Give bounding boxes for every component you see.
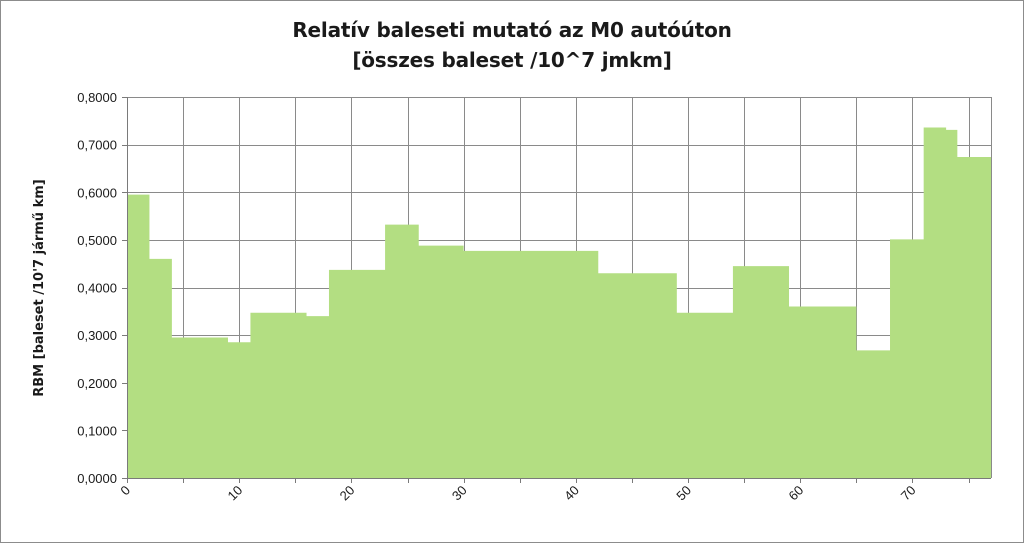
y-tick-label: 0,6000 xyxy=(77,185,117,200)
y-axis-label: RBM [baleset /10'7 jármű km] xyxy=(32,179,47,396)
x-tick-label: 0 xyxy=(117,483,133,499)
y-tick-label: 0,8000 xyxy=(77,90,117,105)
x-tick-label: 50 xyxy=(673,483,694,504)
x-tick-label: 70 xyxy=(898,483,919,504)
axes xyxy=(122,97,991,483)
y-tick-label: 0,2000 xyxy=(77,376,117,391)
x-tick-label: 60 xyxy=(786,483,807,504)
chart-title: Relatív baleseti mutató az M0 autóúton xyxy=(292,18,732,42)
y-tick-labels: 0,0000 0,1000 0,2000 0,3000 0,4000 0,5000 0,60… xyxy=(77,90,117,486)
y-tick-label: 0,0000 xyxy=(77,471,117,486)
y-tick-label: 0,1000 xyxy=(77,423,117,438)
x-tick-labels: 0 10 20 30 40 50 60 70 xyxy=(117,483,918,504)
chart-subtitle: [összes baleset /10^7 jmkm] xyxy=(352,48,672,72)
x-tick-label: 30 xyxy=(449,483,470,504)
y-tick-label: 0,5000 xyxy=(77,233,117,248)
y-tick-label: 0,4000 xyxy=(77,281,117,296)
rbm-area-series xyxy=(127,127,991,478)
x-tick-label: 40 xyxy=(561,483,582,504)
x-tick-label: 10 xyxy=(224,483,245,504)
x-tick-label: 20 xyxy=(337,483,358,504)
y-tick-label: 0,7000 xyxy=(77,138,117,153)
y-tick-label: 0,3000 xyxy=(77,328,117,343)
